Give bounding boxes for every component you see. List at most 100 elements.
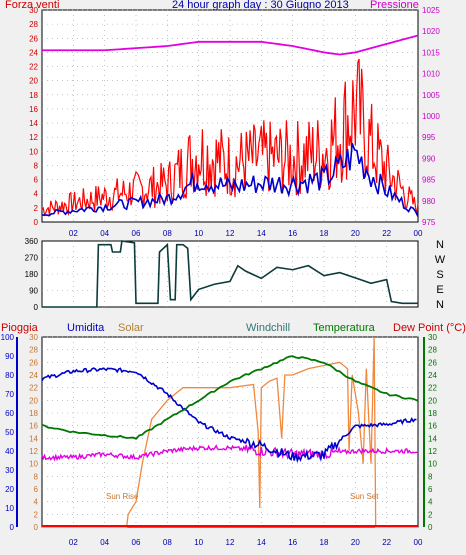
wind-pressure-x-ticks: 02 04 06 08 10 12 14 16 18 20 22 00: [69, 229, 423, 238]
solar-tick-label: 22: [29, 384, 38, 393]
pressure-tick-label: 1025: [422, 6, 440, 15]
x-tick-label: 08: [163, 538, 172, 547]
x-tick-label: 22: [382, 538, 391, 547]
temperature-series: [41, 355, 419, 440]
x-tick-label: 06: [132, 538, 141, 547]
wind-direction-axis-ticks: 360 270 180 90 0: [25, 237, 39, 312]
x-tick-label: 14: [257, 229, 266, 238]
wind-speed-series: [41, 58, 419, 217]
wind-tick-label: 26: [29, 34, 38, 43]
x-tick-label: 20: [351, 229, 360, 238]
direction-tick-label: 90: [29, 287, 38, 296]
wind-tick-label: 8: [34, 161, 39, 170]
x-tick-label: 16: [288, 229, 297, 238]
pressure-tick-label: 990: [422, 154, 436, 163]
temperature-tick-label: 6: [428, 485, 433, 494]
x-tick-label: 04: [100, 538, 109, 547]
temperature-tick-label: 14: [428, 434, 437, 443]
x-tick-label: 08: [163, 229, 172, 238]
temperature-tick-label: 20: [428, 396, 437, 405]
solar-tick-label: 12: [29, 447, 38, 456]
humidity-tick-label: 20: [5, 485, 14, 494]
solar-tick-label: 14: [29, 434, 38, 443]
compass-letter: S: [436, 269, 443, 281]
wind-tick-label: 4: [34, 190, 39, 199]
wind-tick-label: 30: [29, 6, 38, 15]
x-tick-label: 06: [132, 229, 141, 238]
solar-tick-label: 2: [34, 510, 39, 519]
direction-tick-label: 0: [34, 303, 39, 312]
pressure-tick-label: 975: [422, 218, 436, 227]
solar-tick-label: 18: [29, 409, 38, 418]
wind-tick-label: 12: [29, 133, 38, 142]
windchill-legend: Windchill: [246, 322, 290, 334]
direction-tick-label: 180: [25, 270, 39, 279]
x-tick-label: 12: [226, 538, 235, 547]
wind-tick-label: 24: [29, 48, 38, 57]
x-tick-label: 02: [69, 229, 78, 238]
x-tick-label: 22: [382, 229, 391, 238]
pressure-tick-label: 1015: [422, 48, 440, 57]
wind-tick-label: 18: [29, 91, 38, 100]
temperature-tick-label: 12: [428, 447, 437, 456]
x-tick-label: 12: [226, 229, 235, 238]
pressure-tick-label: 1005: [422, 91, 440, 100]
temperature-tick-label: 30: [428, 333, 437, 342]
x-tick-label: 00: [414, 538, 423, 547]
wind-direction-series: [42, 240, 418, 308]
temperature-tick-label: 16: [428, 422, 437, 431]
temperature-tick-label: 18: [428, 409, 437, 418]
wind-tick-label: 28: [29, 20, 38, 29]
temperature-tick-label: 10: [428, 460, 437, 469]
solar-tick-label: 28: [29, 346, 38, 355]
x-tick-label: 18: [320, 538, 329, 547]
wind-tick-label: 22: [29, 63, 38, 72]
x-tick-label: 20: [351, 538, 360, 547]
solar-tick-label: 16: [29, 422, 38, 431]
x-tick-label: 18: [320, 229, 329, 238]
humidity-tick-label: 40: [5, 447, 14, 456]
humidity-tick-label: 10: [5, 504, 14, 513]
x-tick-label: 02: [69, 538, 78, 547]
solar-tick-label: 24: [29, 371, 38, 380]
humidity-series: [41, 367, 417, 464]
temperature-tick-label: 24: [428, 371, 437, 380]
compass-letter: N: [436, 299, 444, 311]
solar-series: [42, 336, 418, 528]
solar-tick-label: 8: [34, 472, 39, 481]
solar-legend: Solar: [118, 322, 144, 334]
humidity-tick-label: 90: [5, 352, 14, 361]
humidity-tick-label: 60: [5, 409, 14, 418]
rain-legend: Pioggia: [1, 322, 39, 334]
humidity-tick-label: 80: [5, 371, 14, 380]
temperature-tick-label: 4: [428, 498, 433, 507]
wind-tick-label: 2: [34, 204, 39, 213]
temperature-x-ticks: 02 04 06 08 10 12 14 16 18 20 22 00: [69, 538, 423, 547]
pressure-tick-label: 1010: [422, 70, 440, 79]
direction-tick-label: 360: [25, 237, 39, 246]
temperature-tick-label: 2: [428, 510, 433, 519]
wind-tick-label: 14: [29, 119, 38, 128]
wind-tick-label: 0: [34, 218, 39, 227]
temperature-tick-label: 28: [428, 346, 437, 355]
temperature-tick-label: 8: [428, 472, 433, 481]
pressure-axis-ticks: 1025 1020 1015 1010 1005 1000 995 990 985 980 975: [422, 6, 440, 227]
wind-tick-label: 10: [29, 147, 38, 156]
solar-tick-label: 4: [34, 498, 39, 507]
wind-tick-label: 6: [34, 176, 39, 185]
pressure-tick-label: 1000: [422, 112, 440, 121]
wind-avg-series: [41, 143, 419, 217]
pressure-tick-label: 980: [422, 197, 436, 206]
temperature-legend: Temperatura: [313, 322, 376, 334]
wind-tick-label: 16: [29, 105, 38, 114]
wind-axis-title: Forza venti: [5, 0, 59, 11]
solar-tick-label: 20: [29, 396, 38, 405]
sun-rise-label: Sun Rise: [106, 492, 139, 501]
humidity-tick-label: 50: [5, 428, 14, 437]
